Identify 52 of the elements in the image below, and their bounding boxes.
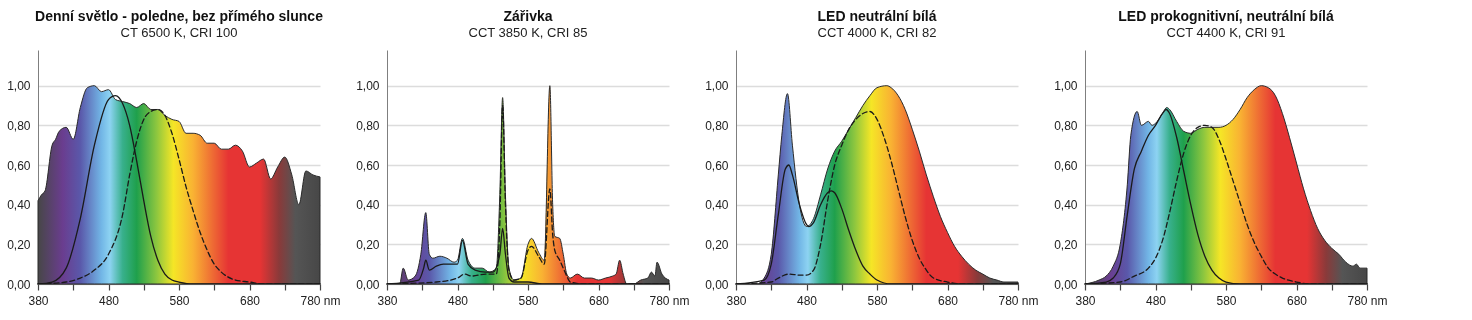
x-tick-label: 780 nm	[1347, 293, 1388, 308]
y-tick-label: 0,20	[705, 237, 729, 252]
x-tick-label: 580	[1216, 293, 1237, 308]
x-tick-label: 680	[1286, 293, 1308, 308]
y-tick-label: 0,40	[356, 198, 380, 213]
y-tick-label: 0,60	[705, 158, 729, 173]
x-tick-label: 380	[28, 293, 49, 308]
chart-subtitle: CCT 4000 K, CRI 82	[817, 25, 937, 40]
y-tick-label: 1,00	[1054, 79, 1078, 94]
chart-title: LED prokognitivní, neutrální bílá	[1118, 8, 1334, 24]
y-tick-label: 0,60	[1054, 158, 1078, 173]
y-tick-label: 0,00	[356, 277, 380, 292]
y-tick-label: 0,40	[7, 198, 31, 213]
y-tick-label: 0,40	[705, 198, 729, 213]
y-tick-label: 0,00	[1054, 277, 1078, 292]
y-tick-label: 0,00	[705, 277, 729, 292]
chart-title: Zářivka	[503, 8, 553, 24]
y-tick-label: 0,20	[1054, 237, 1078, 252]
y-tick-label: 0,80	[7, 118, 31, 133]
y-tick-label: 0,80	[1054, 118, 1078, 133]
x-tick-label: 380	[726, 293, 747, 308]
y-tick-label: 0,20	[7, 237, 31, 252]
chart-subtitle: CT 6500 K, CRI 100	[120, 25, 238, 40]
chart-title: LED neutrální bílá	[817, 8, 937, 24]
chart-subtitle: CCT 4400 K, CRI 91	[1166, 25, 1286, 40]
x-tick-label: 780 nm	[998, 293, 1039, 308]
x-tick-label: 580	[518, 293, 539, 308]
y-tick-label: 0,60	[356, 158, 380, 173]
x-tick-label: 380	[377, 293, 398, 308]
x-tick-label: 680	[937, 293, 959, 308]
x-tick-label: 480	[796, 293, 818, 308]
x-tick-label: 780 nm	[300, 293, 341, 308]
y-tick-label: 1,00	[7, 79, 31, 94]
y-tick-label: 1,00	[356, 79, 380, 94]
x-tick-label: 680	[239, 293, 261, 308]
x-tick-label: 380	[1075, 293, 1096, 308]
x-tick-label: 680	[588, 293, 610, 308]
x-tick-label: 480	[447, 293, 469, 308]
x-tick-label: 580	[169, 293, 190, 308]
chart-title: Denní světlo - poledne, bez přímého slunce	[35, 8, 324, 24]
x-tick-label: 580	[867, 293, 888, 308]
x-tick-label: 780 nm	[649, 293, 690, 308]
y-tick-label: 0,60	[7, 158, 31, 173]
x-tick-label: 480	[98, 293, 120, 308]
x-tick-label: 480	[1145, 293, 1167, 308]
y-tick-label: 0,40	[1054, 198, 1078, 213]
y-tick-label: 0,80	[356, 118, 380, 133]
y-tick-label: 0,80	[705, 118, 729, 133]
y-tick-label: 0,00	[7, 277, 31, 292]
y-tick-label: 0,20	[356, 237, 380, 252]
chart-subtitle: CCT 3850 K, CRI 85	[468, 25, 588, 40]
y-tick-label: 1,00	[705, 79, 729, 94]
